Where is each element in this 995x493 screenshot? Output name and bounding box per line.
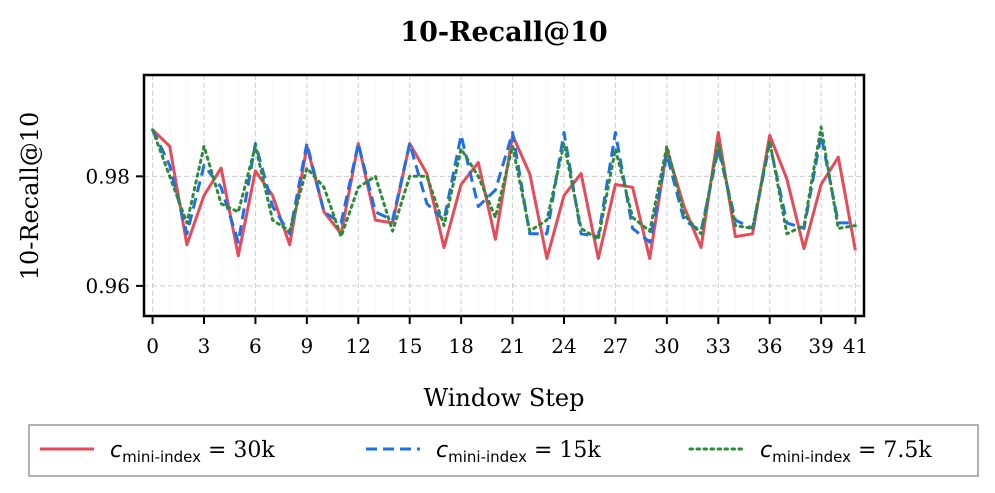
y-tick-label: 0.96 (85, 274, 130, 298)
series-line-2 (151, 129, 856, 244)
legend-label-3: cmini-index = 7.5k (760, 438, 932, 466)
y-axis-label: 10-Recall@10 (16, 112, 44, 281)
series-line-1 (151, 128, 857, 260)
x-tick-label: 36 (757, 334, 782, 358)
x-tick-label: 6 (249, 334, 262, 358)
x-tick-label: 39 (808, 334, 833, 358)
x-axis-ticks: 0 3 6 9 12 15 18 21 24 27 30 33 36 39 41 (146, 316, 868, 358)
series-line-3 (151, 125, 857, 241)
x-tick-label: 24 (551, 334, 576, 358)
y-tick-label: 0.98 (85, 164, 130, 188)
y-axis-ticks: 0.96 0.98 (85, 164, 144, 298)
x-tick-label: 33 (706, 334, 731, 358)
x-tick-label: 3 (198, 334, 211, 358)
x-tick-label: 12 (346, 334, 371, 358)
x-tick-label: 41 (843, 334, 868, 358)
series-lines (151, 125, 857, 260)
plot-area-frame (142, 73, 866, 318)
x-tick-label: 30 (654, 334, 679, 358)
legend: cmini-index = 30k cmini-index = 15k cmini-… (28, 424, 979, 477)
legend-label-1: cmini-index = 30k (110, 438, 275, 466)
legend-frame (28, 424, 979, 477)
x-tick-label: 15 (397, 334, 422, 358)
chart-title: 10-Recall@10 (400, 17, 607, 48)
x-tick-label: 18 (448, 334, 473, 358)
x-tick-label: 9 (300, 334, 313, 358)
x-tick-label: 21 (500, 334, 525, 358)
x-tick-label: 27 (603, 334, 628, 358)
x-tick-label: 0 (146, 334, 159, 358)
x-axis-label: Window Step (423, 384, 584, 412)
legend-label-2: cmini-index = 15k (436, 438, 601, 466)
